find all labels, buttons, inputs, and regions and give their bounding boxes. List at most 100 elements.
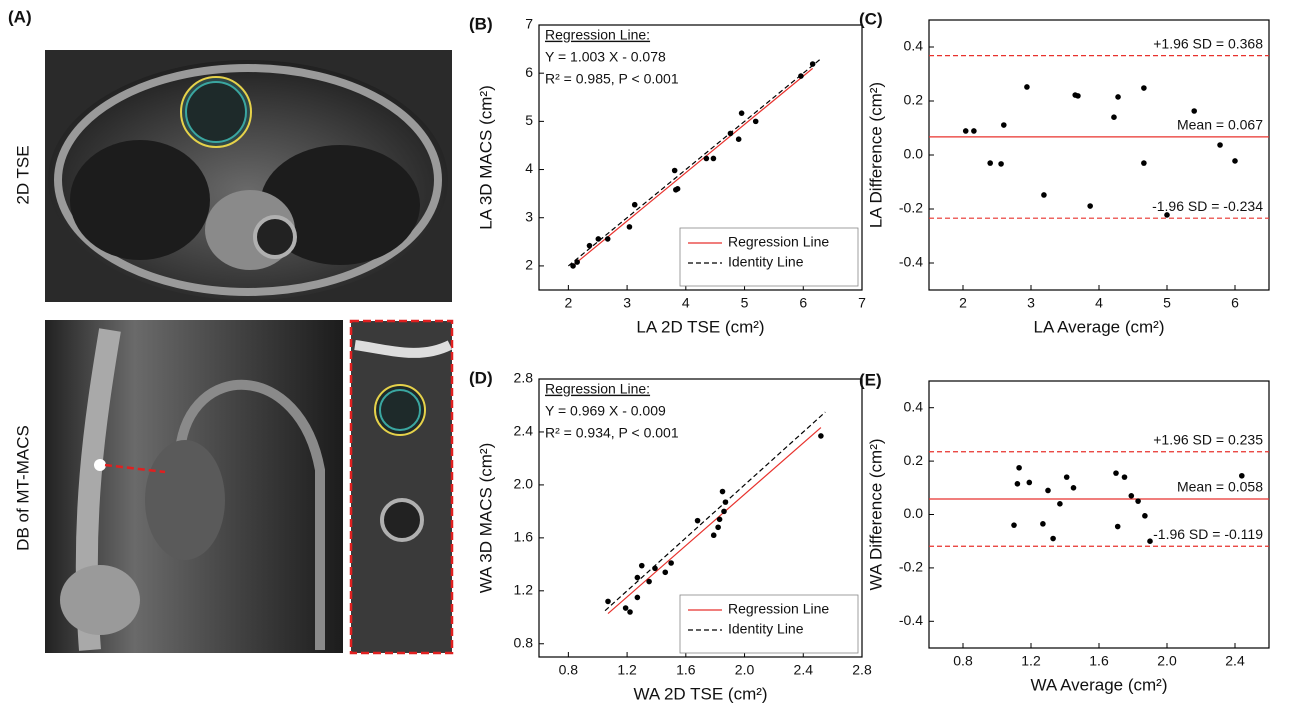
x-tick-label: 7 [858,295,866,311]
point [1141,85,1147,91]
point [1050,535,1056,542]
point [638,562,645,569]
legend-label: Regression Line [728,234,829,250]
point [703,155,710,162]
chart: (E) 0.8 1.2 1.6 2.0 2.4 -0.4 -0.2 0.0 0.2 0.4 WA Av… [859,370,1270,694]
y-tick-label: 0.8 [514,634,534,650]
y-tick-label: 3 [525,208,533,224]
y-tick-label: 2.0 [514,476,534,492]
point [1011,522,1017,528]
point [719,488,726,495]
x-tick-label: 0.8 [559,662,579,678]
panel-label: (A) [8,7,32,26]
x-tick-label: 2.0 [1157,653,1177,669]
x-tick-label: 4 [682,295,690,311]
point [674,186,681,192]
chart: (B) 2 3 4 5 6 7 2 3 4 5 6 7 LA 2D TSE (cm²) LA 3D MACS… [469,14,866,336]
fit-line [607,427,822,615]
point [1057,501,1063,507]
x-tick-label: 6 [799,295,807,311]
fit-line [567,58,822,267]
point [627,609,633,615]
point [1239,472,1245,479]
annotation: Y = 1.003 X - 0.078 [545,49,666,65]
y-axis-label: WA 3D MACS (cm²) [476,443,495,593]
reference-label: -1.96 SD = -0.119 [1153,526,1263,542]
point [1114,523,1121,530]
point [1070,485,1077,491]
point [570,263,576,269]
y-tick-label: 1.2 [514,582,534,598]
legend-label: Identity Line [728,254,804,270]
point [798,73,804,79]
point [1026,479,1033,486]
x-tick-label: 2.4 [794,662,814,678]
annotation: Regression Line: [545,381,650,397]
y-tick-label: 2 [525,257,533,273]
panel-a: (A) 2D TSE DB of MT-MACS [8,7,454,655]
y-tick-label: 5 [525,112,533,128]
point [1045,487,1051,494]
point [715,524,721,531]
y-tick-label: 2.4 [514,423,534,439]
point [595,236,602,242]
point [722,499,729,505]
point [971,128,977,134]
y-tick-label: -0.2 [899,559,923,575]
y-tick-label: -0.4 [899,254,923,270]
x-tick-label: 4 [1095,295,1103,311]
point [1191,108,1197,114]
fit-line [572,67,814,266]
point [604,236,611,242]
y-tick-label: 6 [525,64,533,80]
x-tick-label: 5 [741,295,749,311]
reference-label: +1.96 SD = 0.368 [1153,35,1263,51]
y-tick-label: -0.4 [899,612,923,628]
y-tick-label: 0.4 [904,38,924,54]
point [962,128,969,134]
point [738,110,745,116]
x-tick-label: 2.0 [735,662,755,678]
panel-label: (B) [469,14,493,33]
point [1113,470,1119,476]
x-tick-label: 2.4 [1225,653,1245,669]
x-tick-label: 2 [959,295,967,311]
sagittal-image [45,320,343,653]
point [605,598,611,605]
fit-line [604,411,826,612]
annotation: Y = 0.969 X - 0.009 [545,403,666,419]
panel-label: (C) [859,9,883,28]
x-axis-label: LA 2D TSE (cm²) [636,317,764,336]
point [710,532,717,539]
point [1147,538,1153,544]
point [1001,122,1007,128]
point [721,508,727,515]
point [809,61,816,67]
point [1217,142,1223,148]
point [1135,498,1141,504]
y-tick-label: 0.2 [904,92,924,108]
y-tick-label: 2.8 [514,370,534,386]
x-tick-label: 2.8 [852,662,872,678]
point [1121,474,1128,480]
x-tick-label: 6 [1231,295,1239,311]
point [694,517,701,524]
x-tick-label: 3 [1027,295,1035,311]
point [710,155,717,162]
point [586,242,593,249]
y-tick-label: 0.2 [904,452,924,468]
y-tick-label: 0.0 [904,146,924,162]
x-tick-label: 3 [623,295,631,311]
y-tick-label: 4 [525,160,533,176]
point [1075,93,1081,99]
point [1016,464,1022,471]
chart: (C) 2 3 4 5 6 -0.4 -0.2 0.0 0.2 0.4 LA Average (cm²… [859,9,1270,336]
point [574,259,580,265]
x-tick-label: 5 [1163,295,1171,311]
chart: (D) 0.8 1.2 1.6 2.0 2.4 2.8 0.8 1.2 1.6 2.0 2.4 2.8 W… [469,368,872,703]
point [998,161,1004,167]
axial-image [45,50,452,302]
point [1232,158,1238,164]
x-tick-label: 1.6 [676,662,696,678]
